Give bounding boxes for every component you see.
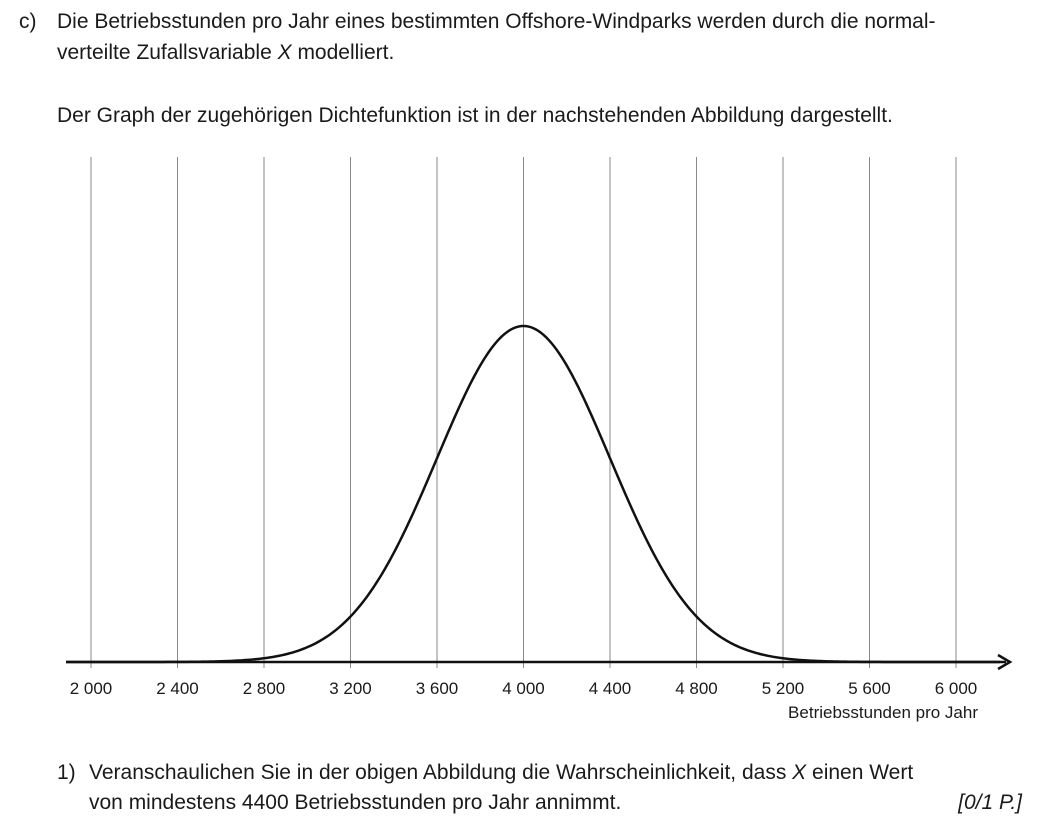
points-label: [0/1 P.]: [958, 791, 1022, 814]
x-axis-arrow: [997, 653, 1013, 671]
question-line-1: Veranschaulichen Sie in der obigen Abbil…: [89, 758, 913, 788]
intro-line-1: Die Betriebsstunden pro Jahr eines besti…: [57, 10, 936, 33]
x-tick-label: 3 200: [329, 679, 372, 698]
x-tick-label: 2 400: [156, 679, 199, 698]
question-variable-x: X: [792, 761, 807, 784]
x-tick-label: 4 000: [502, 679, 545, 698]
x-axis-title: Betriebsstunden pro Jahr: [788, 703, 978, 722]
random-variable-x: X: [277, 41, 292, 64]
intro-line-2-start: verteilte Zufallsvariable: [57, 41, 278, 64]
x-tick-label: 4 400: [589, 679, 632, 698]
intro-line-2-end: modelliert.: [291, 41, 395, 64]
density-chart: 2 000 2 400 2 800 3 200 3 600 4 000 4 400 4 800…: [66, 157, 1013, 722]
density-curve: [66, 324, 1000, 664]
x-tick-label: 3 600: [416, 679, 459, 698]
question-line-2: von mindestens 4400 Betriebsstunden pro …: [89, 791, 622, 814]
x-tick-label: 5 600: [848, 679, 891, 698]
question-number: 1): [57, 761, 76, 784]
x-tick-label: 2 800: [243, 679, 286, 698]
question-line-1-start: Veranschaulichen Sie in der obigen Abbil…: [89, 761, 793, 784]
x-tick-label: 2 000: [70, 679, 113, 698]
x-tick-label: 4 800: [675, 679, 718, 698]
intro-line-2: verteilte Zufallsvariable X modelliert.: [57, 38, 394, 68]
x-tick-label: 5 200: [762, 679, 805, 698]
intro-line-3: Der Graph der zugehörigen Dichtefunktion…: [57, 104, 893, 127]
task-label: c): [19, 10, 37, 33]
question-line-1-end: einen Wert: [806, 761, 914, 784]
x-tick-label: 6 000: [935, 679, 978, 698]
